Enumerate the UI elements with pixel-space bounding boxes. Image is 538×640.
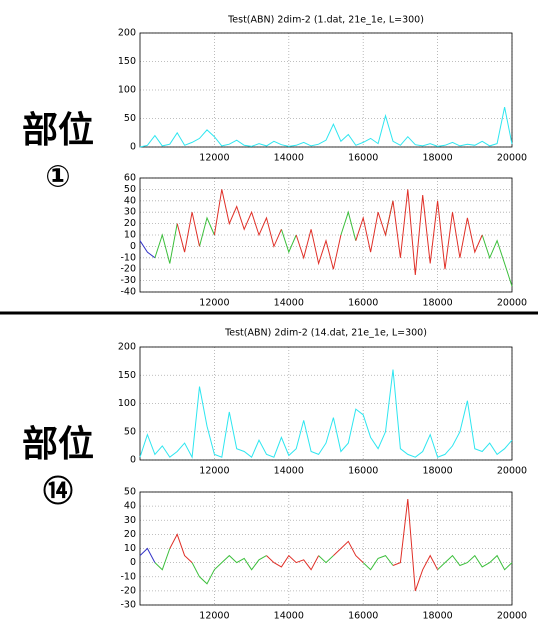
y-tick-label: -10 [120,252,136,263]
x-tick-label: 18000 [422,298,452,309]
plot-frame [139,177,513,293]
y-tick-label: -40 [120,287,136,298]
x-tick-label: 14000 [274,466,304,477]
y-tick-label: 150 [118,370,136,381]
x-tick-label: 20000 [497,298,527,309]
y-tick-label: -20 [120,264,136,275]
y-tick-label: 50 [124,184,136,195]
series-line [139,547,156,563]
series-line [154,548,513,585]
series-line [139,369,513,459]
x-tick-label: 14000 [274,153,304,164]
section-number: ⑭ [43,475,73,510]
x-tick-label: 16000 [348,298,378,309]
plot-frame [139,491,513,606]
y-tick-label: 50 [124,487,136,498]
x-tick-label: 12000 [199,298,229,309]
y-tick-label: 150 [118,56,136,67]
y-tick-label: 0 [130,241,136,252]
x-tick-label: 16000 [348,153,378,164]
series-line [176,189,483,275]
y-tick-label: 20 [124,529,136,540]
section-title: 部位 [22,110,94,151]
series-line [139,240,156,259]
x-tick-label: 20000 [497,466,527,477]
chart-title: Test(ABN) 2dim-2 (14.dat, 21e_1e, L=300) [224,328,427,339]
y-tick-label: 50 [124,113,136,124]
y-tick-label: 40 [124,501,136,512]
x-tick-label: 16000 [348,466,378,477]
series-line [169,499,439,592]
x-tick-label: 18000 [422,466,452,477]
section-number: ① [45,160,70,195]
y-tick-label: 0 [130,142,136,153]
x-tick-label: 16000 [348,611,378,622]
x-tick-label: 14000 [274,298,304,309]
x-tick-label: 12000 [199,466,229,477]
y-tick-label: 40 [124,195,136,206]
y-tick-label: 60 [124,173,136,184]
x-tick-label: 12000 [199,153,229,164]
y-tick-label: 30 [124,515,136,526]
y-tick-label: -10 [120,571,136,582]
x-tick-label: 12000 [199,611,229,622]
y-tick-label: 10 [124,543,136,554]
x-tick-label: 20000 [497,611,527,622]
y-tick-label: 100 [118,398,136,409]
series-line [139,106,513,148]
y-tick-label: 0 [130,557,136,568]
series-line [154,200,513,287]
x-tick-label: 20000 [497,153,527,164]
y-tick-label: 100 [118,85,136,96]
chart-title: Test(ABN) 2dim-2 (1.dat, 21e_1e, L=300) [227,15,424,26]
y-tick-label: 0 [130,455,136,466]
y-tick-label: 200 [118,342,136,353]
y-tick-label: 200 [118,28,136,39]
y-tick-label: 50 [124,426,136,437]
x-tick-label: 18000 [422,611,452,622]
y-tick-label: 20 [124,218,136,229]
x-tick-label: 14000 [274,611,304,622]
y-tick-label: 10 [124,230,136,241]
section-title: 部位 [22,424,94,465]
y-tick-label: -30 [120,600,136,611]
plot-frame [139,32,513,148]
y-tick-label: -30 [120,275,136,286]
y-tick-label: 30 [124,207,136,218]
plot-frame [139,346,513,461]
y-tick-label: -20 [120,585,136,596]
x-tick-label: 18000 [422,153,452,164]
